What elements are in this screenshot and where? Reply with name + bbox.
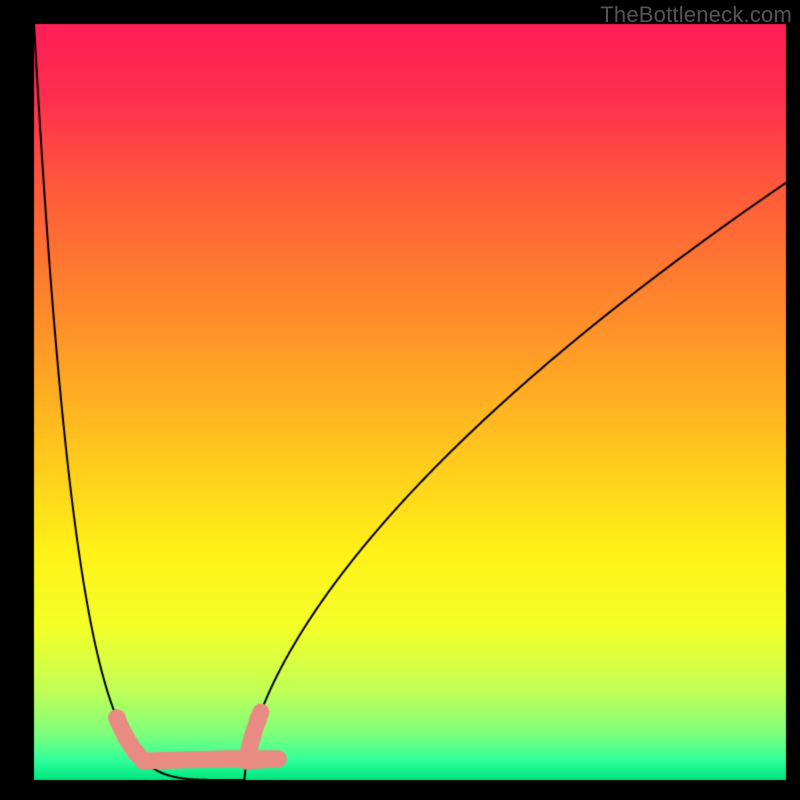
chart-stage: TheBottleneck.com: [0, 0, 800, 800]
watermark-text: TheBottleneck.com: [600, 2, 792, 28]
bottleneck-curve-chart: [0, 0, 800, 800]
